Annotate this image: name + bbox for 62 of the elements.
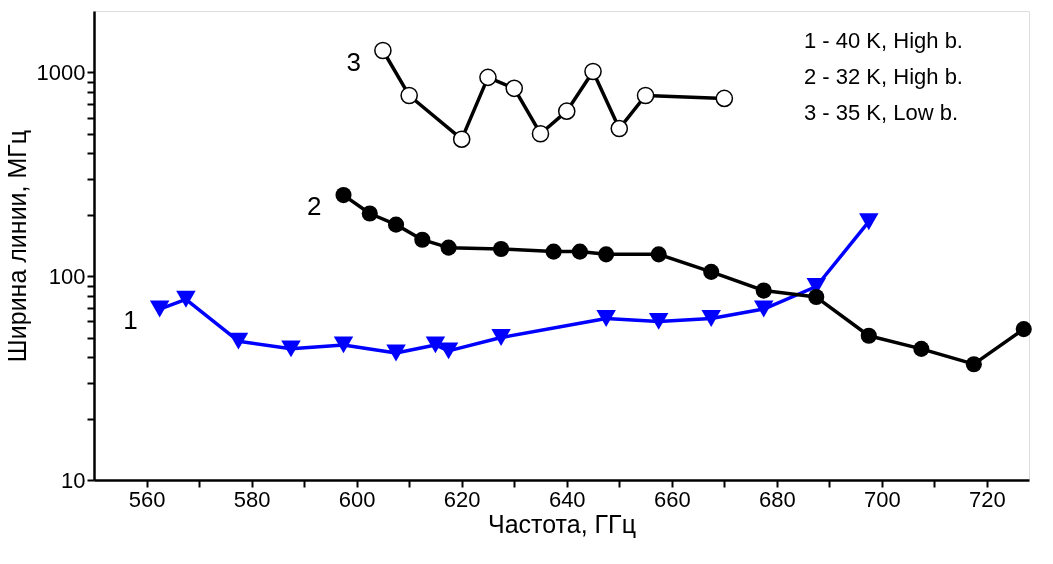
point (228, 332, 249, 350)
point (860, 327, 877, 344)
annotation: 3 - 35 K, Low b. (804, 100, 959, 125)
point (333, 336, 354, 354)
y-tick-label: 10 (61, 467, 86, 493)
x-tick-label: 560 (128, 486, 166, 512)
point (650, 246, 667, 263)
point (808, 289, 825, 306)
series-label: 1 (123, 305, 138, 336)
x-tick-label: 660 (653, 486, 691, 512)
point (386, 344, 406, 362)
point (755, 282, 772, 299)
point (913, 340, 930, 357)
point (648, 312, 669, 330)
x-tick-label: 600 (338, 486, 376, 512)
point (440, 239, 457, 256)
point (281, 340, 301, 358)
annotation: 2 - 32 K, High b. (804, 64, 963, 89)
x-axis-title: Частота, ГГц (488, 509, 636, 538)
point (479, 68, 497, 87)
point (438, 342, 459, 360)
point (414, 231, 431, 248)
point (149, 300, 170, 318)
point (505, 79, 524, 98)
point (361, 205, 378, 222)
point (493, 240, 510, 258)
point (374, 41, 392, 60)
point (335, 187, 352, 204)
point (859, 213, 879, 231)
x-tick-label: 700 (864, 486, 901, 512)
point (965, 356, 982, 373)
x-tick-label: 620 (443, 486, 481, 512)
point (636, 86, 655, 105)
x-tick-label: 640 (548, 486, 586, 512)
point (491, 329, 511, 346)
x-tick-label: 720 (969, 486, 1006, 512)
point (425, 336, 446, 354)
y-tick-label: 100 (48, 263, 86, 289)
point (452, 130, 471, 148)
point (701, 310, 721, 327)
y-axis-title: Ширина линии, МГц (2, 129, 31, 363)
point (610, 119, 629, 138)
point (387, 216, 405, 233)
x-tick-label: 580 (233, 486, 271, 512)
series-label: 2 (307, 191, 322, 222)
point (571, 243, 588, 260)
point (715, 89, 734, 108)
point (400, 86, 418, 105)
point (598, 246, 615, 263)
point (703, 263, 720, 280)
point (531, 124, 550, 143)
y-tick-label: 1000 (36, 59, 86, 85)
point (176, 290, 196, 308)
point (584, 62, 602, 81)
series-label: 3 (346, 46, 361, 77)
point (1015, 321, 1032, 338)
point (596, 310, 616, 327)
point (545, 243, 562, 260)
annotation: 1 - 40 K, High b. (804, 28, 963, 53)
point (557, 102, 576, 120)
x-tick-label: 680 (759, 486, 796, 512)
point (753, 300, 774, 318)
